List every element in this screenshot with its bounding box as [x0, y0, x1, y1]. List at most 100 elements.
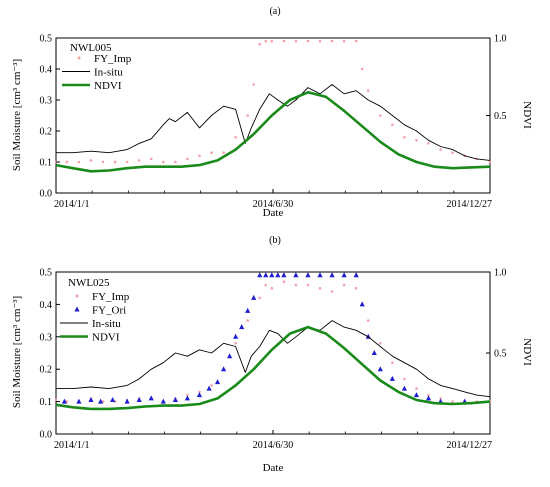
panel-label-a: (a) — [269, 6, 280, 17]
fy-imp-point — [264, 39, 268, 43]
fy-imp-point — [427, 142, 430, 145]
fy-ori-point — [401, 385, 408, 391]
fy-imp-point — [403, 377, 406, 381]
fy-ori-point — [425, 395, 432, 401]
fy-imp-point — [342, 283, 346, 287]
y-axis-title: Soil Moisture [cm³ cm⁻³] — [11, 59, 23, 171]
fy-imp-point — [270, 39, 274, 43]
fy-imp-point — [162, 160, 165, 164]
fy-imp-point — [306, 283, 310, 287]
y-right-tick-label: 1.0 — [494, 268, 507, 279]
fy-imp-point — [439, 148, 442, 151]
x-tick-label: 2014/6/30 — [253, 199, 294, 210]
fy-imp-point — [294, 283, 298, 287]
fy-imp-point — [198, 154, 201, 158]
fy-imp-point — [354, 286, 358, 290]
fy-ori-point — [172, 396, 178, 402]
series-ndvi-line — [55, 325, 491, 411]
legend-label: NDVI — [92, 332, 120, 344]
y-tick-label: 0.2 — [40, 127, 53, 138]
y-tick-label: 0.4 — [40, 65, 53, 76]
fy-ori-point — [160, 398, 166, 404]
fy-imp-point — [318, 286, 322, 290]
y-tick-label: 0.0 — [40, 430, 53, 441]
fy-imp-point — [294, 39, 298, 43]
fy-imp-point — [234, 135, 237, 139]
fy-imp-point — [210, 151, 213, 154]
legend-swatch-fy-imp — [77, 56, 81, 60]
fy-imp-point — [342, 39, 346, 43]
fy-imp-point — [270, 286, 274, 290]
x-tick-label: 2014/1/1 — [54, 199, 90, 210]
y-tick-label: 0.0 — [40, 189, 53, 200]
fy-ori-point — [227, 353, 233, 359]
fy-imp-point — [137, 159, 141, 162]
fy-ori-point — [371, 350, 377, 355]
x-tick-label: 2014/12/27 — [446, 440, 492, 451]
fy-ori-point — [124, 398, 130, 404]
x-axis-title: Date — [263, 462, 284, 474]
fy-imp-point — [113, 160, 117, 164]
legend-swatch-fy-imp — [75, 294, 79, 298]
x-tick-label: 2014/12/27 — [446, 199, 492, 210]
fy-imp-point — [54, 398, 58, 402]
series-in-situ-line — [56, 320, 491, 398]
fy-ori-point — [359, 301, 365, 307]
fy-imp-point — [186, 157, 189, 161]
y-tick-label: 0.5 — [40, 34, 53, 45]
station-label: NWL005 — [70, 42, 112, 54]
legend-label: FY_Ori — [92, 305, 126, 317]
fy-ori-point — [196, 392, 203, 398]
fy-imp-point — [403, 135, 406, 139]
y-tick-label: 0.3 — [40, 332, 53, 343]
series-layer — [54, 39, 492, 173]
fy-ori-point — [275, 272, 281, 278]
y-tick-label: 0.1 — [40, 397, 53, 408]
fy-imp-point — [488, 160, 492, 164]
fy-imp-point — [366, 319, 370, 322]
legend-label: NDVI — [94, 80, 122, 92]
y-tick-label: 0.1 — [40, 158, 53, 169]
fy-imp-point — [379, 114, 382, 117]
fy-ori-point — [214, 379, 221, 385]
legend-label: In-situ — [92, 318, 121, 330]
fy-ori-point — [98, 398, 104, 404]
fy-ori-point — [220, 366, 227, 372]
fy-imp-point — [264, 283, 268, 287]
fy-ori-point — [317, 272, 323, 278]
fy-imp-point — [306, 39, 310, 43]
fy-imp-point — [282, 280, 286, 284]
fy-ori-point — [263, 272, 269, 278]
fy-imp-point — [415, 139, 418, 142]
y-right-tick-label: 1.0 — [494, 34, 507, 45]
fy-ori-point — [413, 392, 420, 398]
fy-ori-point — [251, 294, 257, 300]
fy-ori-point — [233, 333, 239, 339]
fy-imp-point — [330, 290, 334, 293]
fy-imp-point — [198, 390, 201, 394]
panel-a: 0.0 0.1 0.2 0.3 0.4 0.5 1.0 0.5 2014/1/1 2014/6/3… — [11, 34, 533, 220]
fy-imp-point — [451, 151, 454, 154]
fy-ori-point — [245, 307, 251, 313]
fy-ori-point — [257, 272, 263, 278]
fy-imp-point — [174, 160, 177, 164]
panel-b: 0.0 0.1 0.2 0.3 0.4 0.5 1.0 0.5 2014/1/1 2014/6/3… — [11, 268, 533, 475]
fy-ori-point — [389, 375, 395, 381]
station-label: NWL025 — [68, 277, 110, 289]
fy-ori-point — [341, 272, 347, 278]
fy-imp-point — [89, 159, 93, 162]
fy-imp-point — [149, 157, 153, 161]
y-tick-label: 0.3 — [40, 96, 53, 107]
fy-ori-point — [88, 396, 94, 402]
fy-imp-point — [354, 39, 358, 43]
fy-ori-point — [206, 385, 212, 391]
fy-ori-point — [61, 398, 68, 404]
fy-imp-point — [439, 397, 442, 400]
series-ndvi-line — [55, 91, 491, 173]
fy-ori-point — [281, 272, 287, 278]
fy-imp-point — [391, 361, 394, 365]
fy-ori-point — [148, 395, 154, 401]
y-tick-label: 0.4 — [40, 300, 53, 311]
